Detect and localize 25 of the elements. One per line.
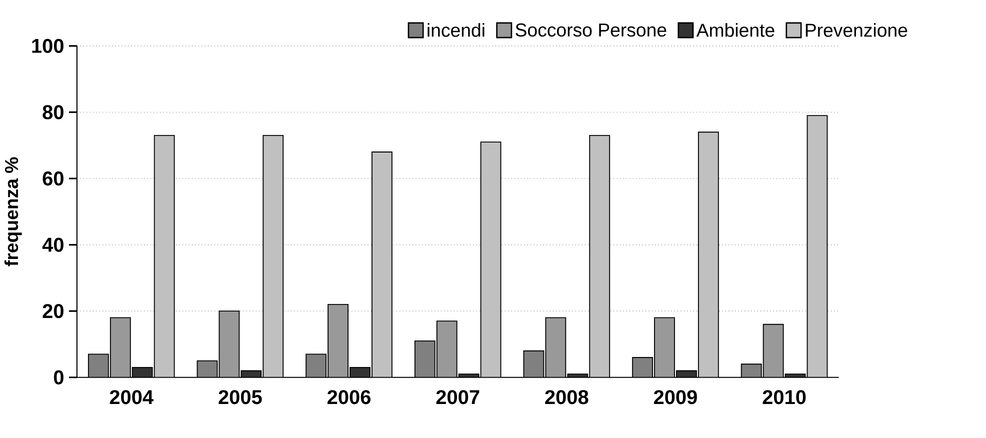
bar	[524, 350, 544, 378]
bar	[414, 340, 435, 378]
legend-label: incendi	[428, 23, 484, 37]
y-tick-label: 100	[32, 38, 64, 53]
legend-label: Prevenzione	[806, 23, 908, 37]
x-tick-label: 2009	[654, 390, 697, 404]
bar	[632, 357, 653, 378]
y-tick-label: 80	[42, 105, 64, 120]
y-tick-label: 40	[42, 238, 64, 252]
y-axis-title: frequenza %	[4, 157, 22, 266]
bar	[740, 364, 762, 378]
x-tick-label: 2005	[218, 390, 262, 404]
x-tick-label: 2006	[328, 390, 370, 404]
legend-label: Ambiente	[696, 23, 774, 37]
y-tick-label: 60	[42, 171, 64, 186]
bar	[88, 354, 108, 378]
legend-label: Soccorso Persone	[516, 23, 666, 36]
bar	[306, 354, 326, 378]
y-tick-label: 0	[54, 370, 64, 384]
x-tick-label: 2008	[545, 390, 588, 404]
x-tick-label: 2010	[762, 390, 806, 404]
bar	[197, 360, 218, 378]
y-tick-label: 20	[42, 304, 64, 318]
x-tick-label: 2004	[110, 390, 154, 404]
x-tick-label: 2007	[436, 390, 480, 404]
